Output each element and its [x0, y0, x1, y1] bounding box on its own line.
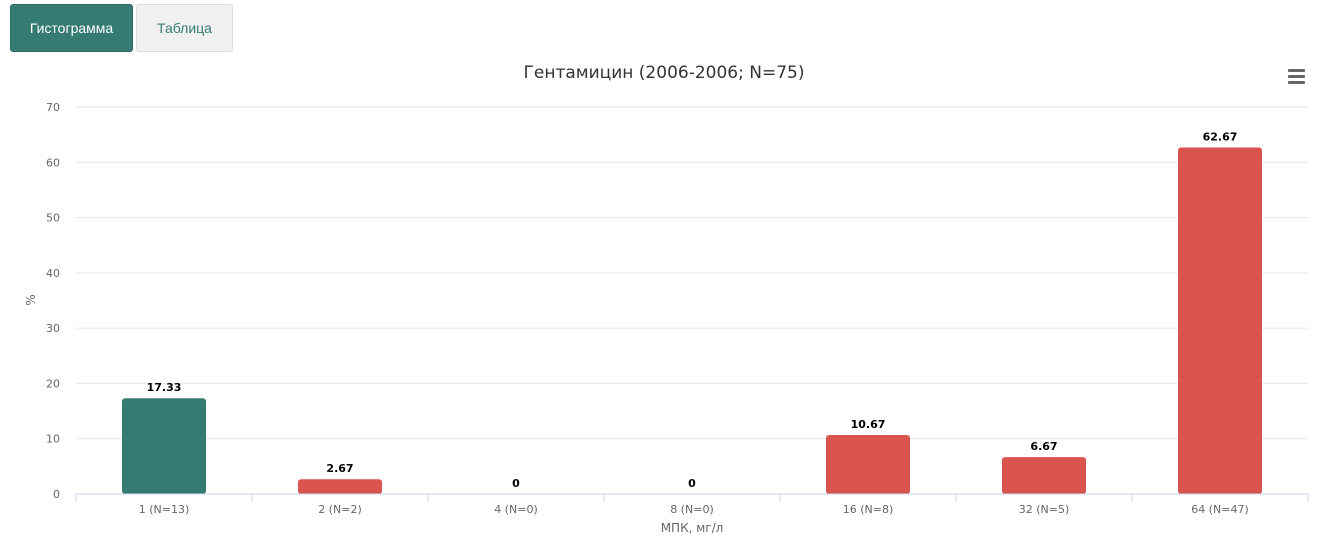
x-tick-label: 1 (N=13): [139, 503, 190, 516]
y-tick-label: 70: [46, 101, 60, 114]
bar: [1002, 457, 1086, 494]
tab-histogram[interactable]: Гистограмма: [10, 4, 133, 52]
grid-lines: [76, 106, 1308, 440]
y-tick-label: 10: [46, 433, 60, 446]
y-tick-label: 30: [46, 322, 60, 335]
tab-table[interactable]: Таблица: [136, 4, 233, 52]
y-tick-label: 0: [53, 488, 60, 501]
y-tick-label: 50: [46, 212, 60, 225]
data-label: 17.33: [147, 381, 182, 394]
y-axis-label: %: [24, 294, 38, 305]
bars: 17.33 2.67 0 0 10.67 6.67 62.67: [122, 131, 1262, 495]
x-tick-label: 4 (N=0): [494, 503, 538, 516]
y-tick-label: 60: [46, 156, 60, 169]
bar: [1178, 147, 1262, 495]
x-axis: 1 (N=13) 2 (N=2) 4 (N=0) 8 (N=0) 16 (N=8) 32 …: [75, 493, 1309, 516]
x-axis-label: МПК, мг/л: [661, 521, 724, 535]
data-label: 62.67: [1203, 131, 1238, 144]
x-tick-label: 2 (N=2): [318, 503, 362, 516]
x-tick-label: 32 (N=5): [1019, 503, 1070, 516]
y-tick-label: 20: [46, 377, 60, 390]
chart-title: Гентамицин (2006-2006; N=75): [524, 63, 805, 83]
x-tick-label: 16 (N=8): [843, 503, 894, 516]
view-tabs: Гистограмма Таблица: [10, 4, 233, 52]
bar: [298, 479, 382, 494]
hamburger-menu-icon[interactable]: [1286, 66, 1308, 86]
y-tick-label: 40: [46, 267, 60, 280]
x-tick-label: 64 (N=47): [1191, 503, 1249, 516]
data-label: 10.67: [851, 418, 886, 431]
y-axis: 0 10 20 30 40 50 60 70: [46, 101, 60, 501]
data-label: 0: [688, 477, 696, 490]
bar: [122, 398, 206, 494]
data-label: 2.67: [326, 462, 353, 475]
bar: [826, 435, 910, 494]
x-tick-label: 8 (N=0): [670, 503, 714, 516]
data-label: 0: [512, 477, 520, 490]
data-label: 6.67: [1030, 440, 1057, 453]
